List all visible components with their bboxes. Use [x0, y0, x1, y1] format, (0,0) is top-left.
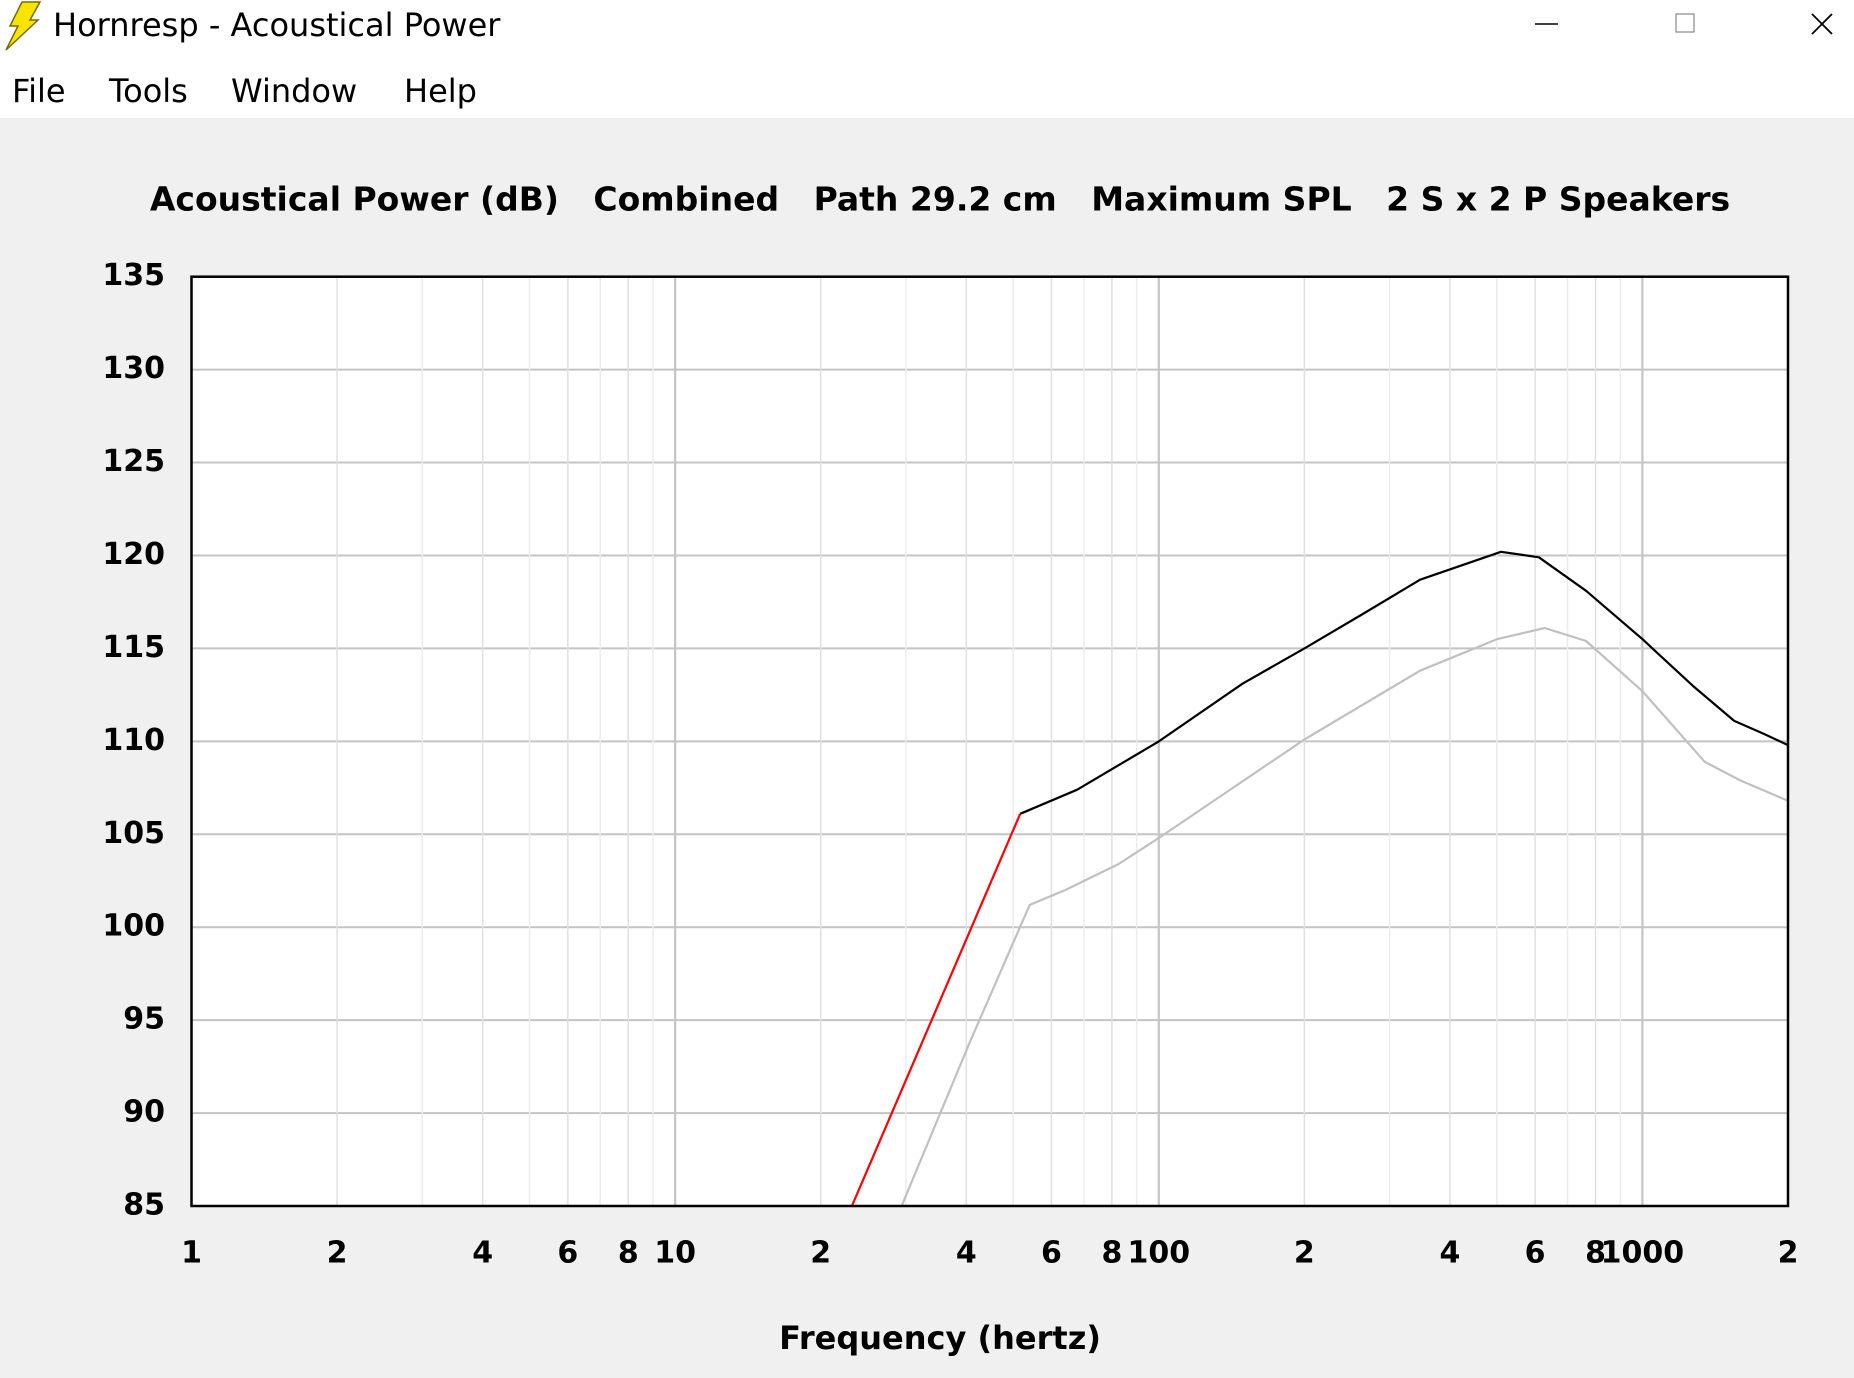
- y-tick-label: 120: [102, 537, 165, 572]
- menu-item[interactable]: Window: [231, 72, 357, 110]
- x-tick-label: 4: [472, 1236, 493, 1271]
- y-tick-label: 85: [123, 1188, 165, 1223]
- x-tick-label: 2: [327, 1236, 348, 1271]
- y-tick-label: 100: [102, 909, 165, 944]
- x-tick-label: 8: [618, 1236, 639, 1271]
- x-tick-label: 8: [1101, 1236, 1122, 1271]
- app-icon: [5, 1, 42, 51]
- menu-item[interactable]: Tools: [108, 72, 188, 110]
- x-tick-label: 8: [1585, 1236, 1606, 1271]
- x-tick-label: 6: [1525, 1236, 1546, 1271]
- data-line: [850, 813, 1022, 1206]
- y-tick-label: 95: [123, 1002, 165, 1037]
- maximize-button[interactable]: [1675, 13, 1695, 33]
- x-tick-label: 6: [1041, 1236, 1062, 1271]
- y-tick-label: 115: [102, 630, 165, 665]
- y-tick-label: 130: [102, 351, 165, 386]
- x-tick-label: 6: [557, 1236, 578, 1271]
- x-tick-label: 10: [654, 1236, 696, 1271]
- data-line: [900, 626, 1788, 1206]
- menu-item[interactable]: Help: [404, 72, 477, 110]
- x-tick-label: 2: [1294, 1236, 1315, 1271]
- x-tick-label: 4: [956, 1236, 977, 1271]
- plot-frame: [190, 275, 1790, 1208]
- chart-title: Acoustical Power (dB) Combined Path 29.2…: [150, 180, 1730, 219]
- menu-item[interactable]: File: [12, 72, 66, 110]
- y-tick-label: 90: [123, 1095, 165, 1130]
- y-tick-label: 125: [102, 444, 165, 479]
- x-tick-label: 2: [810, 1236, 831, 1271]
- data-line: [1019, 550, 1788, 815]
- x-tick-label: 1000: [1601, 1236, 1685, 1271]
- y-tick-label: 105: [102, 816, 165, 851]
- x-axis-label: Frequency (hertz): [779, 1319, 1101, 1357]
- x-tick-label: 1: [181, 1236, 202, 1271]
- x-tick-label: 4: [1440, 1236, 1461, 1271]
- y-tick-label: 135: [102, 258, 165, 293]
- close-button[interactable]: [1811, 13, 1833, 35]
- x-tick-label: 2: [1778, 1236, 1799, 1271]
- y-tick-label: 110: [102, 723, 165, 758]
- x-tick-label: 100: [1127, 1236, 1190, 1271]
- title-and-menu-bar: [0, 0, 1854, 118]
- window-title: Hornresp - Acoustical Power: [53, 6, 501, 44]
- plot-lines: [850, 550, 1788, 1206]
